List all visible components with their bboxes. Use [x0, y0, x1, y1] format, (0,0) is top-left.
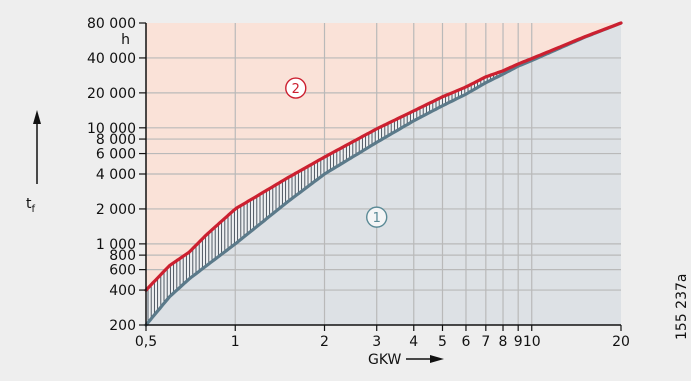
y-tick-label: 80 000 — [87, 16, 136, 32]
y-axis-title-main: t — [26, 196, 32, 212]
y-unit-label: h — [121, 32, 130, 48]
region-marker-label-2: 2 — [292, 82, 300, 97]
x-tick-label: 0,5 — [135, 334, 157, 350]
y-tick-label: 1 000 — [96, 237, 136, 253]
y-tick-label: 800 — [109, 248, 136, 264]
x-tick-label: 6 — [462, 334, 471, 350]
y-axis-arrow-head — [33, 110, 41, 124]
region-2-area — [146, 23, 621, 291]
y-tick-label: 200 — [109, 318, 136, 334]
region-markers: 12 — [285, 77, 388, 228]
y-axis-title-subscript: f — [32, 204, 36, 215]
x-tick-label: 1 — [231, 334, 240, 350]
x-axis-arrow-head — [430, 355, 444, 363]
series-line-2 — [144, 21, 623, 292]
y-tick-label: 40 000 — [87, 51, 136, 67]
x-axis-title: GKW — [368, 352, 402, 368]
figure-id: 155 237a — [674, 274, 690, 340]
x-tick-label: 10 — [523, 334, 541, 350]
y-axis-title: tf — [26, 196, 36, 215]
x-tick-label: 5 — [438, 334, 447, 350]
y-tick-label: 10 000 — [87, 121, 136, 137]
x-tick-label: 20 — [612, 334, 630, 350]
y-tick-label: 6 000 — [96, 147, 136, 163]
x-tick-label: 3 — [372, 334, 381, 350]
region-marker-2 — [285, 77, 307, 99]
y-tick-label: 600 — [109, 263, 136, 279]
x-tick-label: 9 — [514, 334, 523, 350]
y-tick-label: 4 000 — [96, 167, 136, 183]
y-tick-label: 20 000 — [87, 86, 136, 102]
region-marker-1 — [366, 206, 388, 228]
y-tick-label: 8 000 — [96, 132, 136, 148]
x-tick-label: 7 — [481, 334, 490, 350]
y-tick-label: 2 000 — [96, 202, 136, 218]
y-tick-label: 400 — [109, 283, 136, 299]
x-tick-label: 4 — [409, 334, 418, 350]
x-tick-label: 8 — [499, 334, 508, 350]
region-marker-label-1: 1 — [373, 211, 381, 226]
x-tick-label: 2 — [320, 334, 329, 350]
